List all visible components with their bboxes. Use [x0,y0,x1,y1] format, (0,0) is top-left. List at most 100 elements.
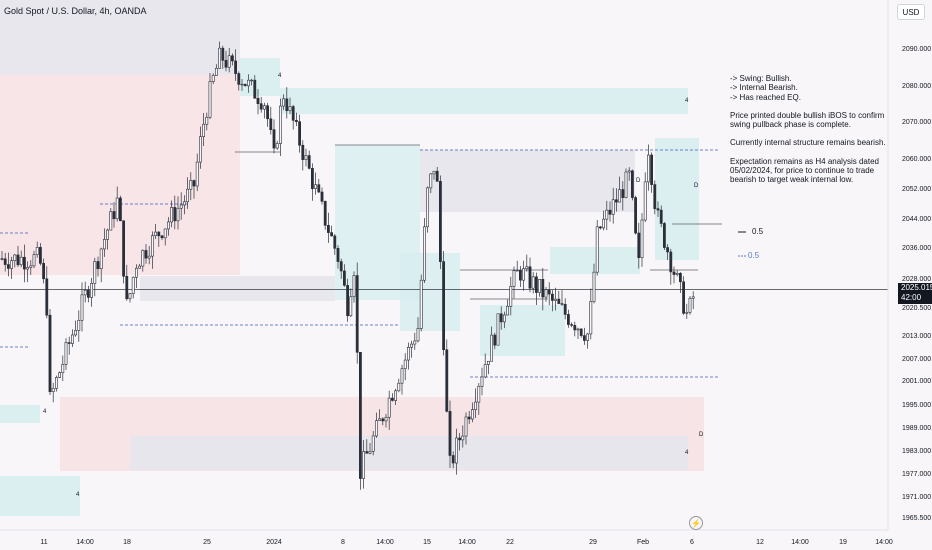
note-line: Expectation remains as H4 analysis dated [730,156,879,166]
candle-body [589,301,593,335]
x-tick-label: 14:00 [791,539,809,546]
x-tick-label: 22 [506,539,514,546]
structure-marker: 4 [685,98,689,104]
zone-box [480,305,565,356]
candle-body [378,418,382,421]
x-tick-label: 15 [423,539,431,546]
candle-body [170,207,174,223]
candle-body [435,170,439,182]
candle-body [112,211,116,220]
candle-body [275,143,279,149]
candle-body [666,247,670,253]
candle-body [518,269,522,281]
candle-body [608,209,612,215]
last-price-value: 2025.015 [901,283,932,292]
candle-body [410,343,414,348]
y-tick-label: 1983.000 [902,448,931,455]
note-spacer [730,129,890,138]
candle-body [365,451,369,454]
candle-body [563,303,567,315]
candle-body [192,180,196,187]
candle-body [99,248,103,270]
candle-body [611,199,615,215]
note-spacer [730,102,890,111]
candle-body [454,437,458,464]
candle-body [189,180,193,190]
structure-marker: 4 [76,492,80,498]
candle-body [195,161,199,187]
candle-body [678,272,682,283]
candle-body [323,200,327,226]
candle-body [122,220,126,277]
candle-body [605,209,609,220]
x-tick-label: 29 [589,539,597,546]
candle-body [291,106,295,121]
candle-body [582,335,586,341]
candle-body [368,451,372,454]
y-tick-label: 2028.000 [902,276,931,283]
candle-body [480,376,484,387]
candle-body [598,226,602,229]
candle-body [467,416,471,420]
candle-body [458,437,462,441]
x-tick-label: 18 [123,539,131,546]
candle-body [349,296,353,317]
candle-body [429,173,433,189]
candle-body [227,55,231,68]
note-line: bearish to target weak internal low. [730,175,854,185]
zone-box [655,138,699,260]
candle-body [381,418,385,422]
candle-body [672,271,676,275]
y-tick-label: 2044.000 [902,216,931,223]
lightning-icon[interactable]: ⚡ [689,516,703,530]
bar-countdown: 42:00 [901,293,922,302]
y-tick-label: 1995.000 [902,402,931,409]
candle-body [186,188,190,203]
x-tick-label: 14:00 [376,539,394,546]
candle-body [528,266,532,289]
candle-body [413,340,417,345]
candle-body [547,289,551,295]
note-line: 05/02/2024, for price to continue to tra… [730,166,875,176]
structure-marker: 4 [685,450,689,456]
structure-marker: 4 [278,73,282,79]
candle-body [592,271,596,302]
candle-body [147,255,151,259]
candle-body [221,47,225,61]
candle-body [419,279,423,329]
currency-button[interactable]: USD [897,4,925,20]
candle-body [202,123,206,137]
candle-body [208,81,212,118]
x-tick-label: 14:00 [458,539,476,546]
fib-level-label: 0.5 [752,227,764,236]
candle-body [557,298,561,304]
candle-body [234,60,238,74]
candle-body [554,298,558,301]
candle-body [662,223,666,248]
candle-body [682,281,686,314]
candle-body [614,199,618,203]
candle-body [576,328,580,331]
candle-body [477,386,481,403]
candle-body [390,397,394,401]
candle-body [397,382,401,392]
zone-box [0,75,240,275]
candle-body [474,401,478,410]
x-tick-label: 2024 [266,539,282,546]
candle-body [131,276,135,294]
candle-body [531,276,535,289]
candle-body [525,266,529,269]
candle-body [80,294,84,321]
candle-body [630,170,634,198]
candle-body [3,258,7,265]
x-tick-label: Feb [637,539,649,546]
candle-body [602,218,606,229]
zone-box [0,405,40,423]
candle-body [310,168,314,189]
candle-body [247,79,250,87]
candle-body [160,235,164,239]
candle-body [93,261,97,284]
candle-body [253,79,257,99]
